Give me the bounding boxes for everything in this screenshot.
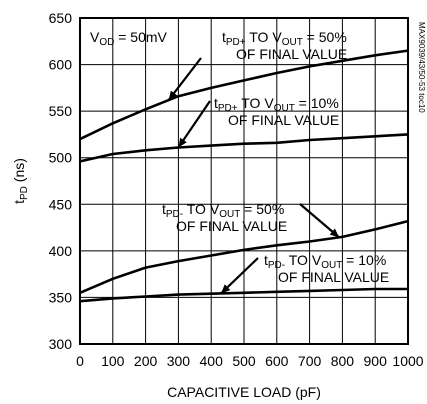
annotation-text-part: PD+ [218,103,238,114]
series-group [79,49,409,303]
annotation-text-part: OUT [321,260,342,271]
annotation-text-part: PD- [268,260,285,271]
annotation-text-part: = 10% [342,252,386,268]
annotation-text-part: OUT [274,103,295,114]
annotation-text-line2: OF FINAL VALUE [176,218,287,234]
annotation-label: tPD- TO VOUT = 50% OF FINAL VALUE [162,201,287,234]
annotation-text-part: PD+ [226,37,246,48]
x-tick-label: 200 [134,353,158,369]
series-line [79,219,409,294]
annotation-text-part: t [264,252,268,268]
y-axis-label-main: t [11,200,27,204]
y-tick-label: 400 [49,243,73,259]
x-tick-label: 100 [101,353,125,369]
series-line [79,49,409,141]
watermark: MAX9039/43/50-53 toc10 [417,22,426,113]
x-tick-label: 400 [200,353,224,369]
series-line [79,287,408,303]
y-axis-label: tPD (ns) [11,158,30,204]
y-tick-label: 650 [49,10,73,26]
annotation-text-part: t [162,201,166,217]
y-tick-label: 350 [49,289,73,305]
y-axis-label-tail: (ns) [11,158,27,186]
plot-frame [79,17,409,345]
y-tick-label: 550 [49,103,73,119]
x-tick-label: 1000 [392,353,423,369]
x-tick-label: 300 [167,353,191,369]
tick-labels: 0 100 200 300 400 500 600 700 800 900 1000 300 350 40… [49,10,424,369]
y-tick-label: 500 [49,150,73,166]
annotation-text-part: PD- [166,209,183,220]
x-tick-label: 900 [364,353,388,369]
condition-label: VOD = 50mV [90,29,168,48]
annotation-text-line2: OF FINAL VALUE [228,112,339,128]
x-tick-label: 500 [232,353,256,369]
annotation-text-line2: OF FINAL VALUE [236,46,347,62]
annotation-arrowhead [221,284,231,294]
series-line [79,133,409,163]
y-tick-label: 300 [49,336,73,352]
annotation-text-part: t [214,95,218,111]
annotation-text-part: TO V [183,201,220,217]
annotation-text-part: OUT [282,37,303,48]
annotation-arrowhead [329,228,340,238]
y-tick-label: 600 [49,57,73,73]
annotation-text-part: TO V [238,95,275,111]
annotation-label: tPD- TO VOUT = 10% OF FINAL VALUE [264,252,389,285]
annotation-text-part: TO V [246,29,283,45]
condition-sub: OD [99,37,114,48]
x-tick-label: 600 [265,353,289,369]
annotation-text-part: = 10% [295,95,339,111]
x-tick-label: 800 [331,353,355,369]
annotation-text-part: TO V [285,252,322,268]
annotation-text-part: = 50% [240,201,284,217]
condition-pre: V [90,29,100,45]
grid [79,17,409,345]
annotation-arrowhead [178,137,187,148]
annotation-arrowhead [168,90,178,101]
x-axis-label: CAPACITIVE LOAD (pF) [167,384,321,400]
annotation-text-line2: OF FINAL VALUE [278,269,389,285]
annotation-text-part: t [222,29,226,45]
y-axis-label-sub: PD [19,186,30,200]
y-tick-label: 450 [49,196,73,212]
condition-post: = 50mV [114,29,167,45]
x-tick-label: 700 [298,353,322,369]
annotation-label: tPD+ TO VOUT = 50% OF FINAL VALUE [222,29,347,62]
x-tick-label: 0 [76,353,84,369]
annotation-text-part: = 50% [303,29,347,45]
annotation-arrow [177,100,211,149]
annotation-label: tPD+ TO VOUT = 10% OF FINAL VALUE [214,95,339,128]
annotation-text-part: OUT [219,209,240,220]
